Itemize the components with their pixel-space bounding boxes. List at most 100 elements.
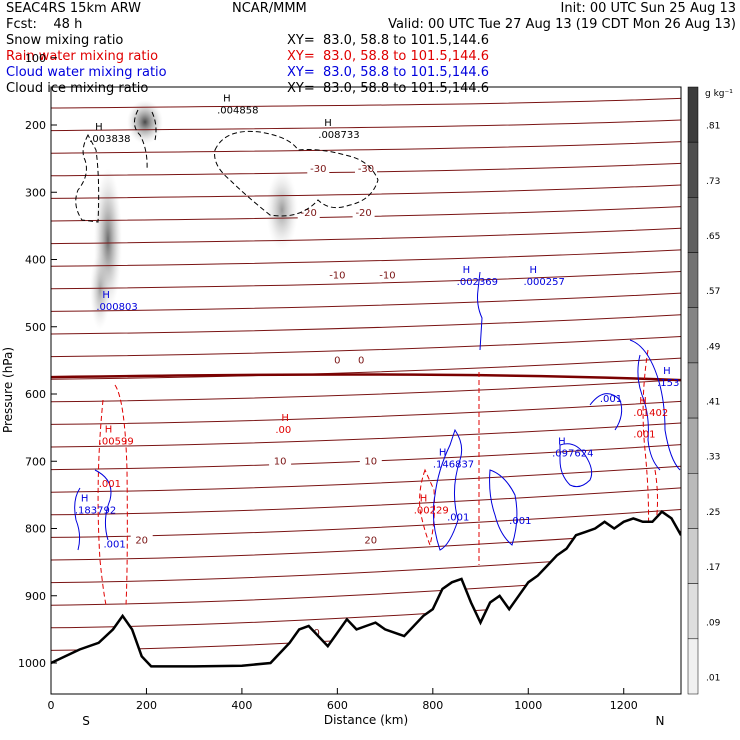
y-tick-label-700: 700 (25, 455, 46, 468)
cloud-contour-north-b (629, 339, 681, 471)
extremum-value: .00599 (99, 436, 134, 447)
colorbar-label: .33 (706, 453, 720, 463)
cloud-water-contours (74, 271, 681, 551)
legend-rain-name: Rain water mixing ratio (6, 49, 158, 64)
extremum-h-marker: H (95, 122, 103, 133)
y-axis-ticks: 100 200 300 400 500 600 700 800 900 1000 (18, 52, 57, 670)
y-tick-label-100: 100 (25, 52, 46, 65)
colorbar-segment (687, 417, 699, 474)
temperature-label: -30 (310, 164, 326, 175)
rain-contours (97, 349, 658, 606)
extremum-h-marker: H (420, 494, 428, 505)
north-label: N (656, 714, 665, 728)
colorbar-label: .41 (706, 398, 720, 408)
extremum-value: .000257 (524, 277, 565, 288)
legend-cloud-water-name: Cloud water mixing ratio (6, 65, 167, 80)
temperature-label: 10 (364, 457, 377, 468)
contour-label: .001 (509, 516, 531, 527)
ice-shading-core (127, 100, 163, 144)
y-axis-label: Pressure (hPa) (1, 347, 15, 433)
colorbar-label: .09 (706, 618, 721, 628)
colorbar-segment (687, 141, 699, 198)
temperature-label: 0 (334, 356, 340, 367)
extremum-h-marker: H (324, 118, 332, 129)
forecast-hour: Fcst: 48 h (6, 17, 82, 32)
extremum-value: .004858 (217, 106, 258, 117)
extremum-h-marker: H (463, 265, 471, 276)
colorbar-label: .17 (706, 563, 720, 573)
ice-mixing-ratio-shading (90, 100, 298, 330)
legend-cloud-water-xy: XY= 83.0, 58.8 to 101.5,144.6 (287, 65, 489, 80)
temperature-label-bg (352, 206, 375, 219)
temperature-label: 0 (358, 356, 364, 367)
colorbar-label: .81 (706, 122, 720, 132)
isotherm-line (51, 379, 681, 403)
y-tick-label-200: 200 (25, 119, 46, 132)
temperature-label: -10 (329, 270, 345, 281)
terrain (51, 510, 681, 694)
extremum-value: .003838 (89, 134, 130, 145)
extremum-h-marker: H (663, 366, 671, 377)
temperature-label-bg (350, 354, 373, 367)
legend-snow-xy: XY= 83.0, 58.8 to 101.5,144.6 (287, 33, 489, 48)
extremum-h-marker: H (439, 447, 447, 458)
x-tick-label-1000: 1000 (514, 699, 542, 712)
isotherm-line (51, 465, 681, 493)
colorbar-segment (687, 583, 699, 640)
cloud-contour-upper (477, 271, 483, 351)
colorbar-label: .57 (706, 287, 720, 297)
y-tick-label-800: 800 (25, 523, 46, 536)
extremum-value: .01402 (633, 408, 668, 419)
terrain-line (51, 510, 681, 668)
temperature-label-bg (529, 68, 551, 80)
y-tick-label-600: 600 (25, 388, 46, 401)
isotherm-line (51, 141, 681, 154)
isotherm-line (51, 227, 681, 245)
temperature-label: -20 (301, 208, 317, 219)
extremum-h-marker: H (223, 94, 231, 105)
extremum-value: .1531 (657, 378, 686, 389)
colorbar-segment (687, 362, 699, 419)
terrain-fill (51, 511, 681, 694)
ice-shading-plume-lower (90, 250, 110, 330)
isotherm-line (51, 271, 681, 290)
extremum-value: .00 (275, 425, 291, 436)
temperature-label: -70 (532, 69, 548, 80)
cloud-contour-mid-a (432, 428, 463, 551)
rain-contour-south (97, 384, 128, 606)
isotherm-line (51, 400, 681, 425)
legend-rain-xy: XY= 83.0, 58.8 to 101.5,144.6 (287, 49, 489, 64)
extremum-value: .000803 (96, 302, 137, 313)
temperature-label: 10 (274, 457, 287, 468)
x-axis-ticks: 0 200 400 600 800 1000 1200 (48, 688, 638, 712)
extremum-h-marker: H (102, 290, 110, 301)
isotherm-line (51, 422, 681, 448)
cloud-contour-north-a (559, 393, 623, 488)
legend-cloud-ice-xy: XY= 83.0, 58.8 to 101.5,144.6 (287, 81, 489, 96)
freezing-level-line (51, 373, 681, 382)
plot-frame (50, 86, 682, 695)
temperature-label: 20 (135, 535, 148, 546)
colorbar-segment (687, 86, 699, 143)
legend-snow-name: Snow mixing ratio (6, 33, 123, 48)
contour-label: .001 (600, 394, 622, 405)
extremum-h-marker: H (639, 396, 647, 407)
contour-label: .001 (447, 512, 469, 523)
snow-contour-a (75, 133, 100, 223)
temperature-label-bg (376, 269, 399, 282)
extremum-h-marker: H (558, 437, 566, 448)
y-tick-label-500: 500 (25, 321, 46, 334)
x-tick-label-1200: 1200 (610, 699, 638, 712)
colorbar-label: .25 (706, 508, 720, 518)
x-axis-label: Distance (km) (324, 713, 408, 727)
colorbar-label: .65 (706, 232, 720, 242)
contour-label: .001 (99, 479, 121, 490)
extremum-value: .183792 (75, 506, 116, 517)
south-label: S (82, 714, 90, 728)
center-title: NCAR/MMM (232, 1, 307, 16)
y-tick-label-900: 900 (25, 590, 46, 603)
temperature-label: -30 (358, 164, 374, 175)
temperature-label-bg (326, 269, 349, 282)
cloud-contour-mid-b (489, 469, 518, 546)
